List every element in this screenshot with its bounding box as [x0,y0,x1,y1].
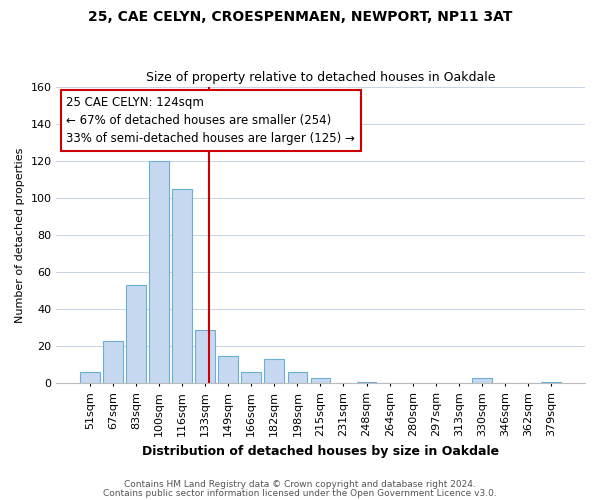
Bar [218,356,238,384]
Bar [287,372,307,384]
Bar [472,378,492,384]
Text: 25, CAE CELYN, CROESPENMAEN, NEWPORT, NP11 3AT: 25, CAE CELYN, CROESPENMAEN, NEWPORT, NP… [88,10,512,24]
Bar [195,330,215,384]
Y-axis label: Number of detached properties: Number of detached properties [15,148,25,323]
Bar [311,378,330,384]
Bar [126,285,146,384]
Title: Size of property relative to detached houses in Oakdale: Size of property relative to detached ho… [146,72,495,85]
Text: Contains public sector information licensed under the Open Government Licence v3: Contains public sector information licen… [103,488,497,498]
Bar [80,372,100,384]
X-axis label: Distribution of detached houses by size in Oakdale: Distribution of detached houses by size … [142,444,499,458]
Text: Contains HM Land Registry data © Crown copyright and database right 2024.: Contains HM Land Registry data © Crown c… [124,480,476,489]
Text: 25 CAE CELYN: 124sqm
← 67% of detached houses are smaller (254)
33% of semi-deta: 25 CAE CELYN: 124sqm ← 67% of detached h… [67,96,355,145]
Bar [172,189,192,384]
Bar [241,372,261,384]
Bar [541,382,561,384]
Bar [149,161,169,384]
Bar [357,382,376,384]
Bar [265,360,284,384]
Bar [103,341,122,384]
